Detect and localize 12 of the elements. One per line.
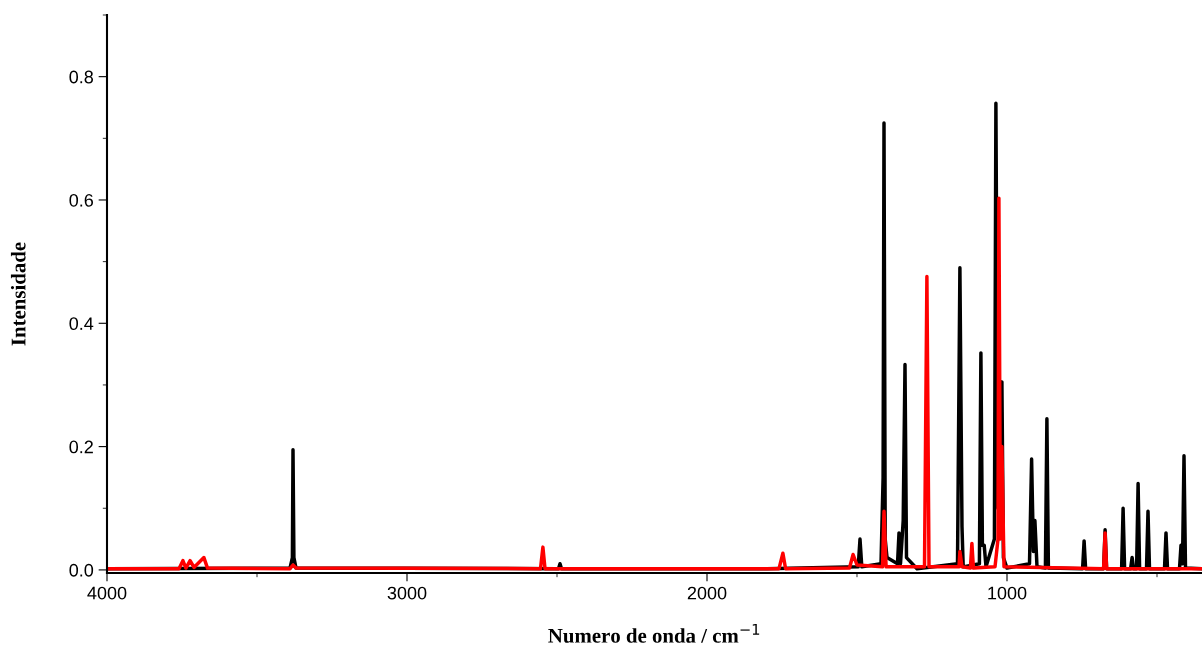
x-tick-label: 4000: [87, 586, 127, 600]
line-series: [107, 196, 1202, 571]
y-tick-label: 0.6: [69, 193, 94, 207]
y-tick-label: 0.0: [69, 563, 94, 577]
x-axis-title: Numero de onda / cm$^{−1}$: [548, 624, 760, 643]
y-tick-label: 0.8: [69, 70, 94, 84]
x-tick-label: 1000: [988, 586, 1027, 600]
y-axis-title: Intensidade: [10, 242, 26, 346]
x-tick-label: 2000: [687, 586, 727, 600]
y-tick-label: 0.2: [69, 440, 93, 454]
x-tick-label: 3000: [387, 586, 427, 600]
y-tick-label: 0.4: [69, 317, 94, 331]
